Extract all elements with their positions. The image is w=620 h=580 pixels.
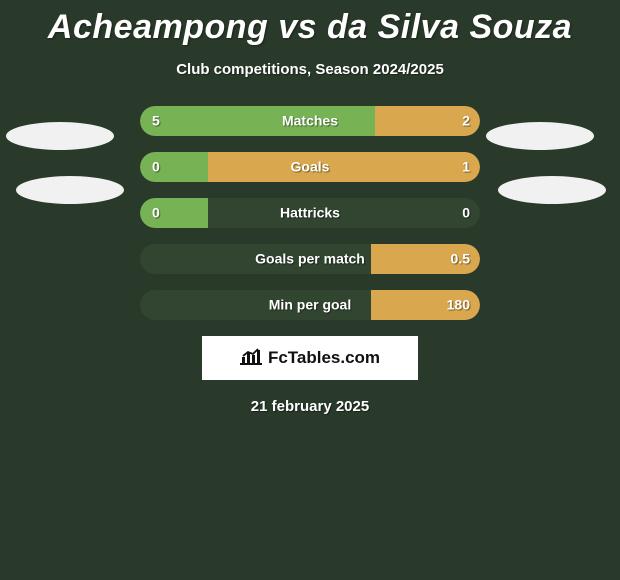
- row-label: Min per goal: [269, 297, 351, 313]
- player-right-badge-1: [486, 122, 594, 150]
- left-value: 0: [152, 205, 160, 221]
- player-left-badge-1: [6, 122, 114, 150]
- comparison-chart: 5 2 Matches 0 1 Goals 0 0 Hattricks 0.5 Goals per …: [140, 106, 480, 320]
- right-value: 1: [462, 159, 470, 175]
- player-left-badge-2: [16, 176, 124, 204]
- stat-row: 0 0 Hattricks: [140, 198, 480, 228]
- page-title: Acheampong vs da Silva Souza: [0, 0, 620, 47]
- player-right-badge-2: [498, 176, 606, 204]
- right-value: 180: [447, 297, 470, 313]
- brand-badge[interactable]: FcTables.com: [202, 336, 418, 380]
- right-value: 0.5: [451, 251, 470, 267]
- left-value: 5: [152, 113, 160, 129]
- subtitle: Club competitions, Season 2024/2025: [0, 61, 620, 78]
- left-fill: [140, 198, 208, 228]
- row-label: Goals: [291, 159, 330, 175]
- stat-row: 5 2 Matches: [140, 106, 480, 136]
- chart-icon: [240, 347, 262, 370]
- stat-row: 0.5 Goals per match: [140, 244, 480, 274]
- row-label: Matches: [282, 113, 338, 129]
- right-value: 0: [462, 205, 470, 221]
- comparison-card: Acheampong vs da Silva Souza Club compet…: [0, 0, 620, 580]
- stat-row: 180 Min per goal: [140, 290, 480, 320]
- date-label: 21 february 2025: [0, 398, 620, 415]
- row-label: Goals per match: [255, 251, 365, 267]
- row-label: Hattricks: [280, 205, 340, 221]
- stat-row: 0 1 Goals: [140, 152, 480, 182]
- left-fill: [140, 152, 208, 182]
- left-fill: [140, 106, 375, 136]
- right-fill: [208, 152, 480, 182]
- left-value: 0: [152, 159, 160, 175]
- right-value: 2: [462, 113, 470, 129]
- brand-text: FcTables.com: [268, 348, 380, 368]
